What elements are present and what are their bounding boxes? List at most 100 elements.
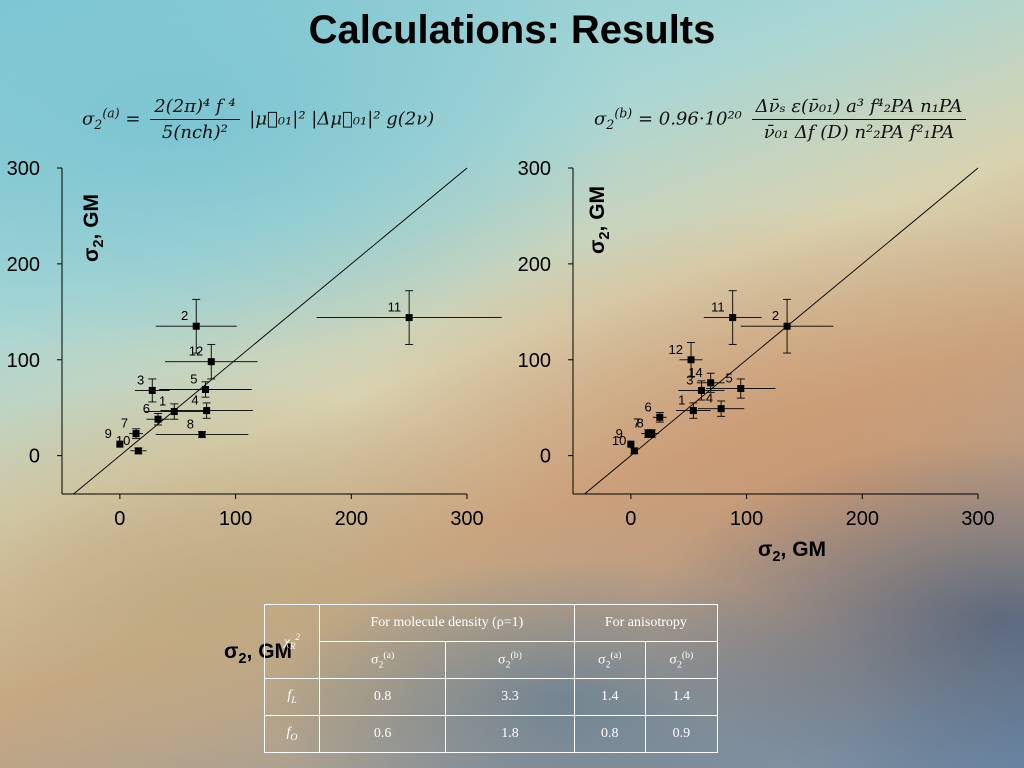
formula-a-lhs-sup: (a): [102, 105, 120, 121]
formula-b-equals: = 0.96·10²⁰: [637, 108, 742, 130]
table-row-label-f: f: [287, 688, 292, 704]
slide-title: Calculations: Results: [308, 8, 716, 52]
left-y-tick-label: 200: [7, 254, 40, 276]
right-point-label: 1: [678, 393, 685, 408]
table-corner-chi-squared: χR2: [264, 604, 320, 679]
left-data-point: [170, 408, 178, 416]
left-x-tick-label: 0: [114, 508, 125, 530]
formula-b-fraction: Δν̄ₛ ε(ν̄₀₁) a³ f⁴₂PA n₁PA ν̄₀₁ Δf (D) n…: [751, 96, 967, 143]
left-x-tick-label: 300: [450, 508, 483, 530]
left-data-point: [207, 358, 215, 366]
table-header-row: χR2 For molecule density (ρ=1) For aniso…: [264, 604, 719, 679]
table-col-anisotropy-sigma-b: σ2(b): [644, 641, 719, 679]
formula-a-lhs: σ: [82, 108, 95, 130]
left-x-axis-title-sigma: σ: [224, 640, 239, 663]
right-point-label: 5: [726, 371, 733, 386]
right-data-point: [729, 314, 737, 322]
right-data-point: [689, 407, 697, 415]
right-x-axis-title-sigma: σ: [758, 538, 773, 561]
table-cell: 0.8: [318, 678, 447, 716]
formula-sigma-a: σ2(a) = 2(2π)⁴ f ⁴ 5(nch)² |μ⃗₀₁|² |Δμ⃗₀…: [82, 96, 434, 143]
left-data-point: [134, 447, 142, 455]
table-col-anisotropy-sigma-a: σ2(a): [573, 641, 646, 679]
table-col-sub: 2: [605, 659, 611, 671]
table-cell: 3.3: [445, 678, 575, 716]
table-col-sigma: σ: [598, 652, 606, 668]
left-point-label: 5: [190, 371, 197, 386]
right-point-label: 10: [612, 433, 626, 448]
left-data-point: [132, 430, 140, 438]
left-y-axis-title: σ2, GM: [80, 194, 107, 262]
left-data-point: [154, 415, 162, 423]
table-col-sigma: σ: [370, 652, 379, 668]
right-y-tick-label: 100: [518, 350, 551, 372]
left-data-point: [148, 386, 156, 394]
left-point-label: 11: [388, 300, 402, 315]
left-point-label: 6: [143, 401, 150, 416]
left-data-point: [201, 385, 209, 393]
fit-quality-table: χR2 For molecule density (ρ=1) For aniso…: [264, 604, 719, 753]
table-subheader-row: σ2(a) σ2(b) σ2(a) σ2(b): [265, 641, 719, 679]
right-point-label: 4: [706, 391, 713, 406]
right-y-axis-title: σ2, GM: [586, 186, 613, 254]
table-corner-sub: R: [289, 640, 296, 651]
right-y-axis-title-unit: , GM: [586, 185, 609, 232]
table-row-label: fL: [264, 678, 320, 716]
table-cell: 1.4: [573, 678, 646, 716]
table-col-density-sigma-a: σ2(a): [318, 641, 447, 679]
right-point-label: 12: [669, 342, 683, 357]
table-group-density: For molecule density (ρ=1): [319, 604, 575, 642]
right-x-tick-label: 100: [730, 508, 763, 530]
right-data-point: [630, 447, 638, 455]
right-point-label: 3: [686, 372, 693, 387]
left-data-point: [116, 440, 124, 448]
right-y-axis-title-sigma: σ: [586, 239, 609, 254]
table-cell: 1.8: [445, 715, 575, 753]
left-y-tick-label: 300: [7, 158, 40, 180]
table-row-label-f: f: [286, 725, 291, 741]
formula-b-lhs-sub: 2: [606, 117, 615, 133]
formula-b-lhs: σ: [594, 108, 607, 130]
right-point-label: 6: [645, 399, 652, 414]
table-group-anisotropy: For anisotropy: [573, 604, 719, 642]
table-col-sub: 2: [505, 659, 511, 671]
formula-a-lhs-sub: 2: [94, 117, 103, 133]
left-data-point: [192, 322, 200, 330]
table-col-sub: 2: [378, 659, 384, 671]
right-x-axis-title: σ2, GM: [758, 538, 826, 565]
right-point-label: 8: [636, 416, 643, 431]
right-data-point: [697, 386, 705, 394]
right-data-point: [627, 440, 635, 448]
left-x-tick-label: 200: [335, 508, 368, 530]
table-row-label: fO: [264, 715, 320, 753]
formula-a-denominator: 5(nch)²: [161, 122, 228, 143]
table-col-sub: 2: [676, 659, 682, 671]
left-point-label: 1: [159, 394, 166, 409]
left-data-point: [198, 431, 206, 439]
table-col-sigma: σ: [498, 652, 506, 668]
left-point-label: 10: [116, 433, 130, 448]
right-y-tick-label: 0: [540, 446, 551, 468]
right-x-axis-title-unit: , GM: [780, 538, 827, 561]
left-point-label: 7: [121, 416, 128, 431]
right-x-tick-label: 300: [961, 508, 994, 530]
right-data-point: [687, 356, 695, 364]
right-x-axis-title-sub: 2: [772, 549, 781, 566]
table-corner-chi: χ: [284, 633, 290, 649]
formula-a-equals: =: [125, 108, 141, 130]
table-cell: 0.6: [318, 715, 447, 753]
table-col-sup: (a): [383, 649, 395, 661]
formula-b-numerator: Δν̄ₛ ε(ν̄₀₁) a³ f⁴₂PA n₁PA: [751, 96, 967, 120]
table-col-sigma: σ: [669, 652, 677, 668]
left-data-point: [203, 407, 211, 415]
left-point-label: 3: [137, 372, 144, 387]
right-x-tick-label: 0: [625, 508, 636, 530]
formula-sigma-b: σ2(b) = 0.96·10²⁰ Δν̄ₛ ε(ν̄₀₁) a³ f⁴₂PA …: [594, 96, 970, 143]
right-data-point: [737, 385, 745, 393]
formula-b-denominator: ν̄₀₁ Δf (D) n²₂PA f²₁PA: [763, 122, 955, 143]
right-data-point: [656, 413, 664, 421]
left-point-label: 9: [105, 426, 112, 441]
formula-b-lhs-sup: (b): [614, 105, 633, 121]
